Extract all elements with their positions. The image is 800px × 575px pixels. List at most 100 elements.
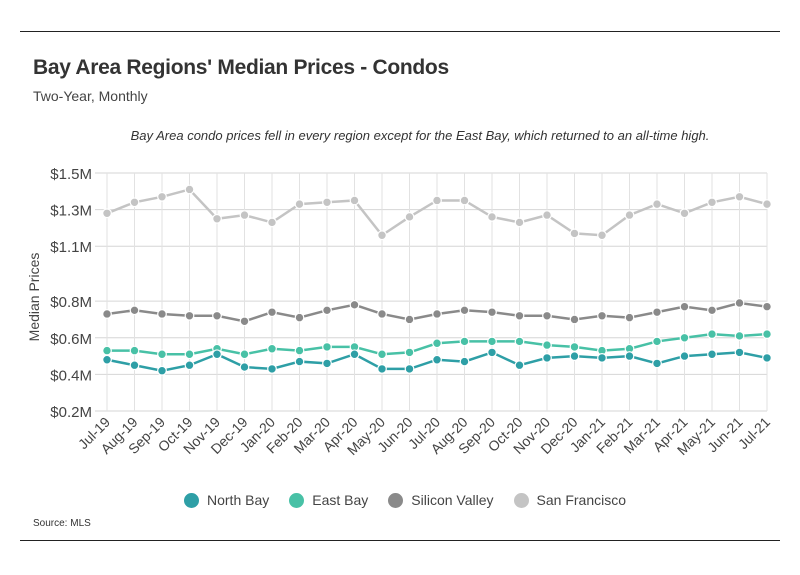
y-axis-label: Median Prices [26,253,42,342]
chart-annotation: Bay Area condo prices fell in every regi… [130,128,710,143]
data-point-silicon-valley [432,309,442,319]
top-rule [20,31,780,32]
legend-label: East Bay [312,492,369,508]
data-point-san-francisco [734,191,745,202]
data-point-east-bay [239,349,250,360]
data-point-north-bay [349,349,360,360]
data-point-north-bay [322,358,332,369]
data-point-north-bay [679,351,690,361]
data-point-silicon-valley [514,310,525,321]
data-point-north-bay [707,349,717,360]
data-point-silicon-valley [349,299,360,310]
data-point-silicon-valley [157,309,167,319]
data-point-san-francisco [129,197,140,208]
legend-label: Silicon Valley [411,492,494,508]
data-point-san-francisco [294,199,305,210]
data-point-san-francisco [239,210,250,221]
data-point-north-bay [597,353,607,363]
data-point-north-bay [212,349,222,360]
data-point-silicon-valley [459,305,470,316]
data-point-north-bay [569,351,580,361]
data-point-north-bay [129,360,140,371]
data-point-east-bay [542,340,552,350]
data-point-silicon-valley [542,310,552,321]
data-point-san-francisco [184,184,195,195]
x-tick-label: Jul-21 [735,414,773,452]
source-note: Source: MLS [33,518,91,529]
data-point-north-bay [459,356,470,367]
y-tick-label: $1.3M [50,203,92,220]
legend-swatch [513,492,529,508]
data-point-silicon-valley [734,298,745,308]
data-point-east-bay [377,349,387,360]
data-point-san-francisco [157,191,167,202]
data-point-north-bay [377,363,387,374]
data-point-north-bay [432,354,442,365]
data-point-east-bay [102,345,112,356]
y-tick-label: $1.1M [50,239,92,256]
data-point-silicon-valley [487,307,497,318]
data-point-silicon-valley [679,301,690,312]
data-point-east-bay [294,345,305,356]
data-point-san-francisco [349,195,360,206]
legend-swatch [289,492,305,508]
data-point-north-bay [542,353,552,363]
data-point-san-francisco [597,230,607,241]
data-point-east-bay [707,329,717,340]
data-point-north-bay [624,351,635,361]
data-point-san-francisco [377,230,387,241]
data-point-san-francisco [542,210,552,221]
data-point-san-francisco [322,197,332,208]
data-point-east-bay [404,347,415,358]
data-point-east-bay [734,331,745,341]
data-point-north-bay [487,347,497,358]
y-tick-label: $0.6M [50,331,92,348]
data-point-silicon-valley [762,301,772,312]
data-point-silicon-valley [129,305,140,316]
data-point-east-bay [569,342,580,352]
data-point-north-bay [184,360,195,371]
data-point-san-francisco [459,195,470,206]
data-point-san-francisco [624,210,635,221]
chart-subtitle: Two-Year, Monthly [33,88,148,104]
data-point-north-bay [267,363,277,374]
data-point-san-francisco [652,199,662,210]
data-point-east-bay [267,343,277,354]
legend-item-san-francisco: San Francisco [513,492,626,508]
data-point-san-francisco [679,208,690,219]
data-point-silicon-valley [404,314,415,325]
data-point-silicon-valley [569,314,580,325]
data-point-san-francisco [569,228,580,239]
data-point-east-bay [459,336,470,347]
data-point-silicon-valley [707,305,717,316]
data-point-east-bay [129,345,140,356]
data-point-san-francisco [762,199,772,210]
y-tick-label: $0.2M [50,404,92,421]
data-point-north-bay [734,347,745,358]
data-point-north-bay [652,358,662,369]
legend-item-east-bay: East Bay [289,492,368,508]
data-point-north-bay [102,354,112,365]
data-point-silicon-valley [624,312,635,323]
data-point-north-bay [157,365,167,376]
legend-label: San Francisco [536,492,626,508]
legend-label: North Bay [207,492,270,508]
chart-title: Bay Area Regions' Median Prices - Condos [33,56,449,79]
y-tick-label: $0.8M [50,294,92,311]
data-point-north-bay [239,362,250,372]
data-point-san-francisco [514,217,525,228]
data-point-east-bay [432,338,442,349]
data-point-silicon-valley [377,309,387,319]
data-point-san-francisco [267,217,277,228]
data-point-east-bay [762,329,772,340]
data-point-east-bay [322,342,332,352]
data-point-san-francisco [487,212,497,222]
data-point-silicon-valley [322,305,332,316]
legend-item-north-bay: North Bay [184,492,269,508]
data-point-silicon-valley [239,316,250,327]
data-point-east-bay [514,336,525,347]
data-point-san-francisco [102,208,112,219]
data-point-silicon-valley [267,307,277,318]
data-point-silicon-valley [294,312,305,323]
